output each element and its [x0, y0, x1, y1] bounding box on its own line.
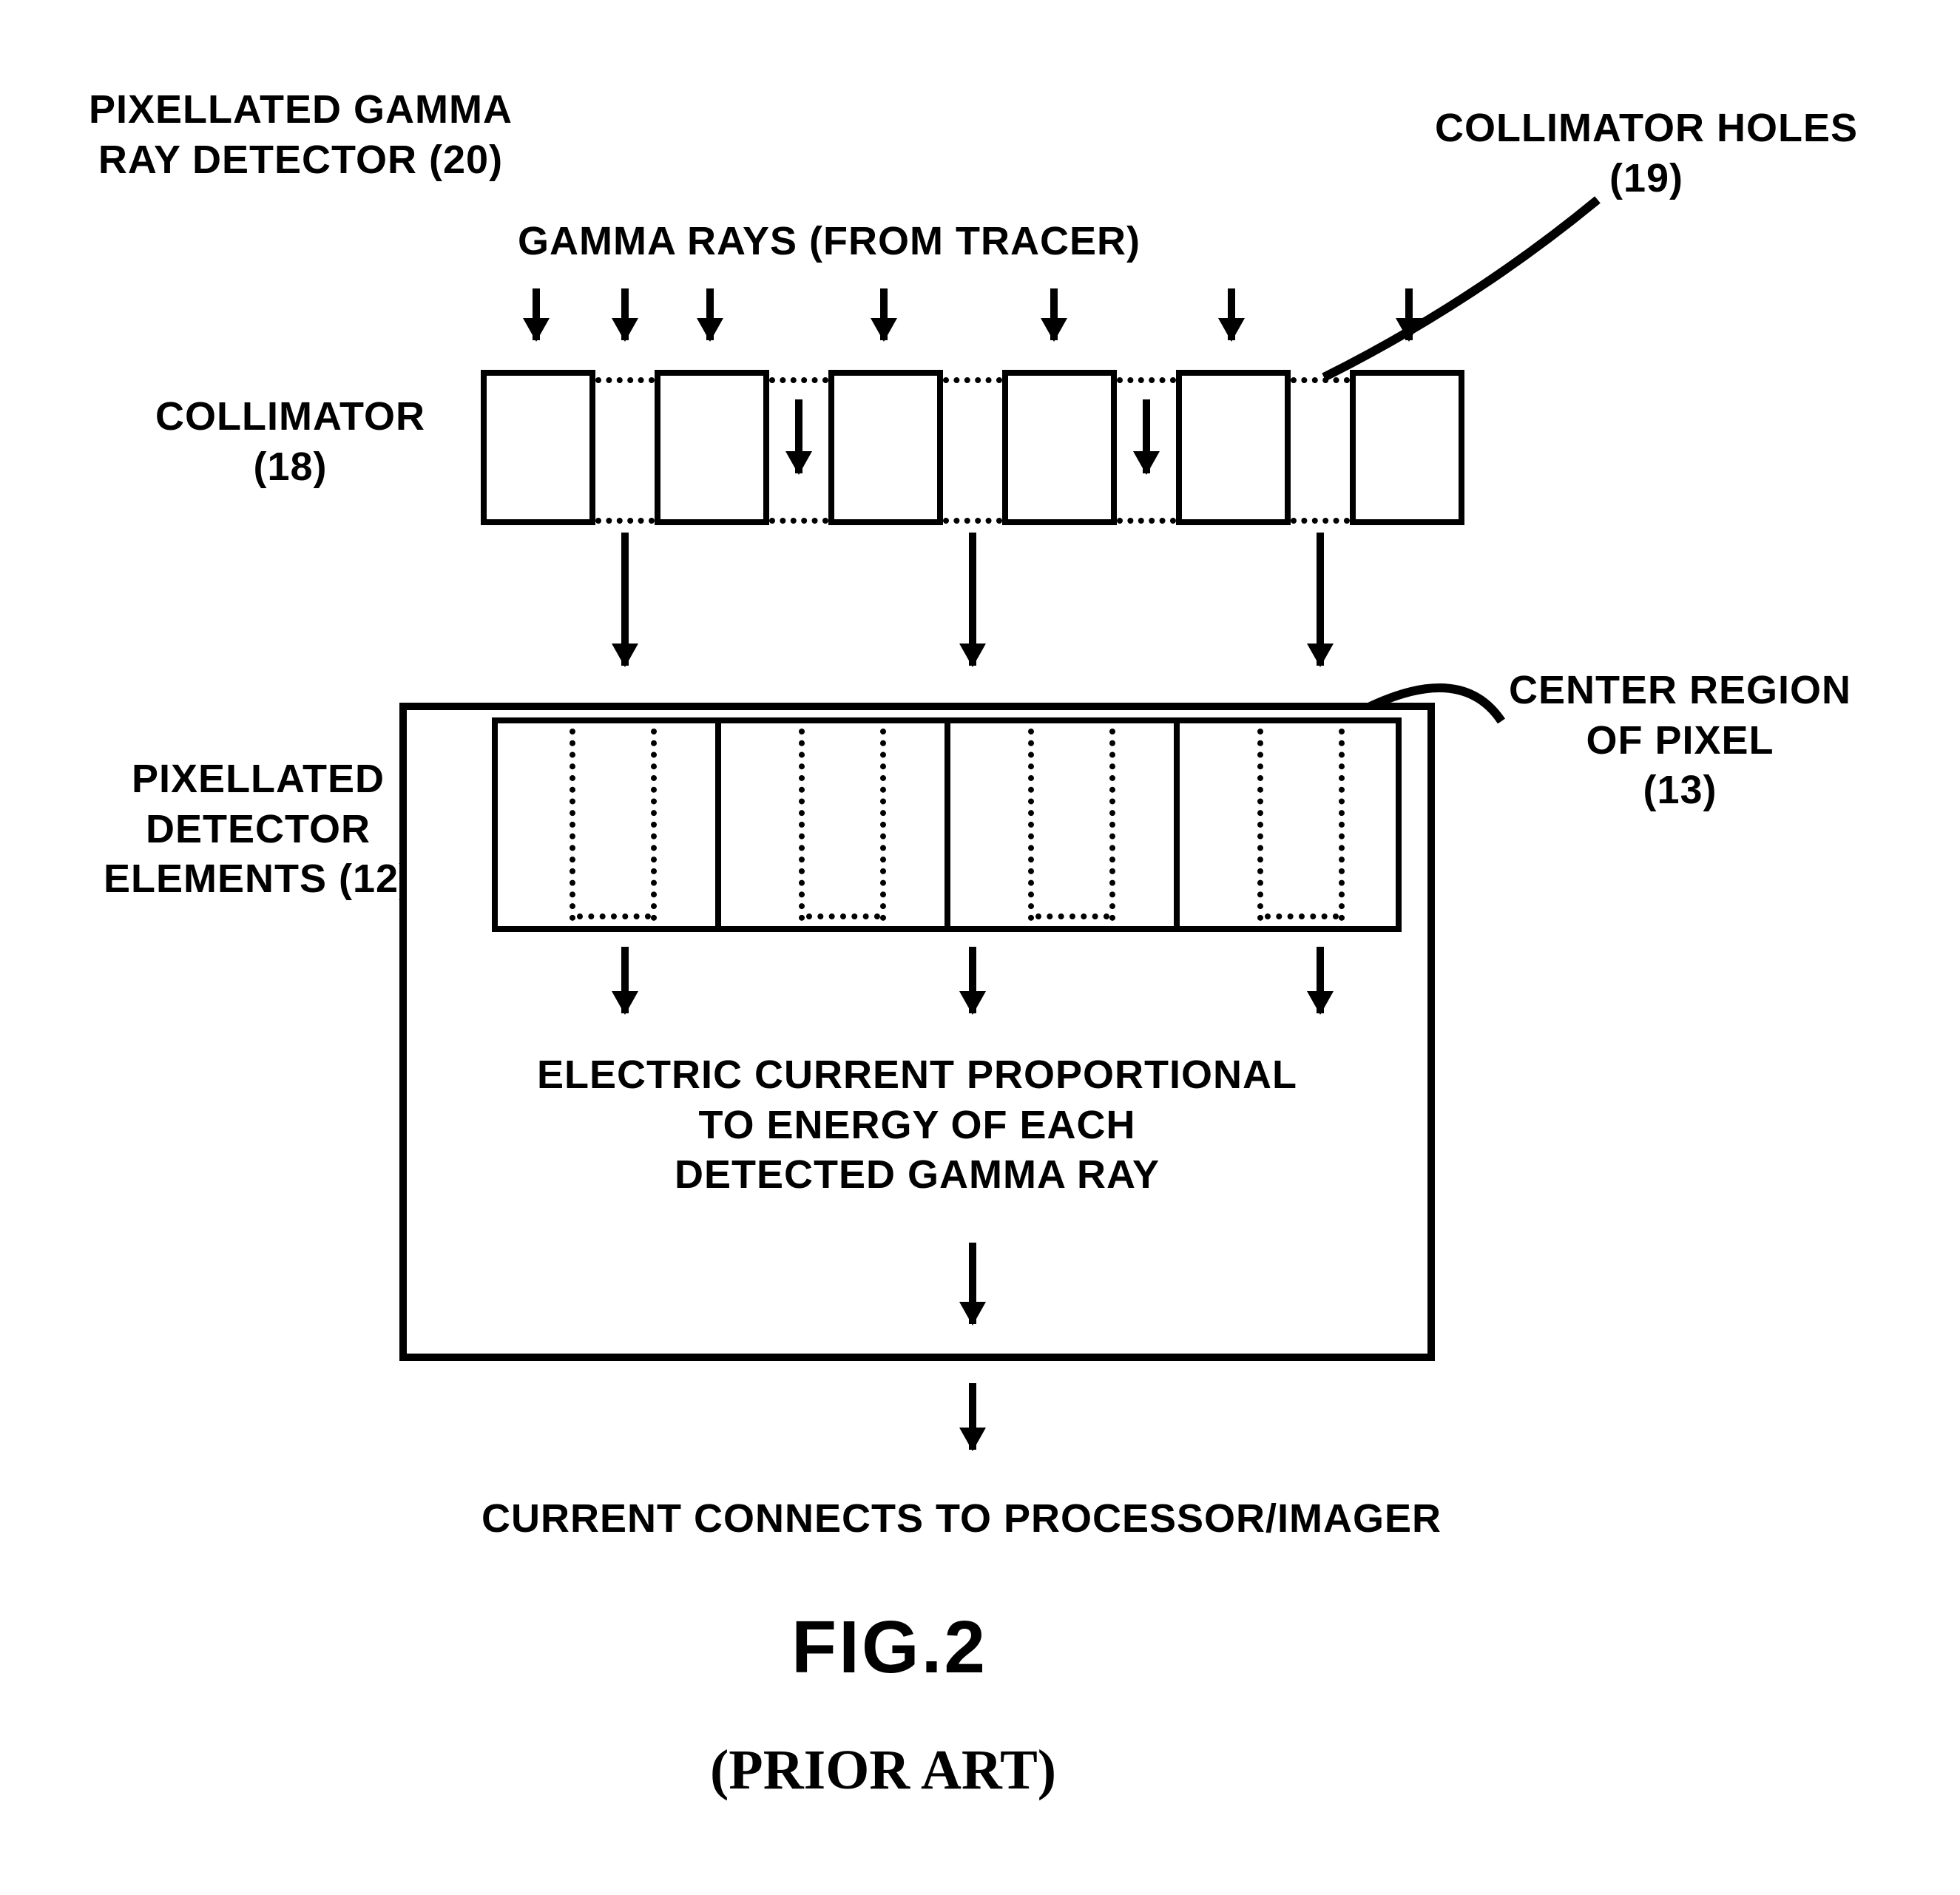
dotted-line-icon	[1028, 729, 1034, 921]
dotted-line-icon	[1265, 913, 1339, 919]
arrow-down-icon	[533, 288, 540, 340]
dotted-line-icon	[769, 377, 828, 383]
dotted-line-icon	[1257, 729, 1263, 921]
arrow-down-icon	[621, 533, 629, 666]
arrow-down-icon	[969, 947, 976, 1013]
arrow-down-icon	[969, 533, 976, 666]
text-electric-current: ELECTRIC CURRENT PROPORTIONAL TO ENERGY …	[473, 1050, 1361, 1200]
text-current-connects: CURRENT CONNECTS TO PROCESSOR/IMAGER	[311, 1494, 1612, 1544]
dotted-line-icon	[651, 729, 657, 921]
text-line: ELECTRIC CURRENT PROPORTIONAL	[473, 1050, 1361, 1101]
dotted-line-icon	[799, 729, 805, 921]
collimator-block	[1002, 370, 1117, 525]
arrow-down-icon	[1228, 288, 1235, 340]
dotted-line-icon	[595, 518, 655, 524]
pixel-block	[1180, 717, 1402, 932]
arrow-down-icon	[1317, 947, 1324, 1013]
dotted-line-icon	[1035, 913, 1109, 919]
dotted-line-icon	[570, 729, 575, 921]
arrow-down-icon	[1143, 399, 1150, 473]
arrow-down-icon	[795, 399, 802, 473]
arrow-down-icon	[969, 1383, 976, 1450]
text-line: FIG.2	[791, 1606, 987, 1689]
collimator-block	[481, 370, 595, 525]
dotted-line-icon	[806, 913, 880, 919]
arrow-down-icon	[621, 288, 629, 340]
pixel-block	[721, 717, 950, 932]
figure-label: FIG.2	[791, 1605, 987, 1690]
dotted-line-icon	[1109, 729, 1115, 921]
prior-art-label: (PRIOR ART)	[710, 1738, 1056, 1803]
arrow-down-icon	[880, 288, 888, 340]
arrow-down-icon	[1050, 288, 1058, 340]
dotted-line-icon	[1339, 729, 1345, 921]
pixel-block	[492, 717, 721, 932]
dotted-line-icon	[943, 518, 1002, 524]
pixel-block	[950, 717, 1180, 932]
arrow-down-icon	[706, 288, 714, 340]
dotted-line-icon	[1117, 518, 1176, 524]
dotted-line-icon	[595, 377, 655, 383]
dotted-line-icon	[769, 518, 828, 524]
arrow-down-icon	[1405, 288, 1413, 340]
text-line: CURRENT CONNECTS TO PROCESSOR/IMAGER	[481, 1496, 1442, 1541]
dotted-line-icon	[577, 913, 651, 919]
dotted-line-icon	[1291, 518, 1350, 524]
text-line: TO ENERGY OF EACH	[473, 1101, 1361, 1151]
collimator-block	[828, 370, 943, 525]
dotted-line-icon	[1291, 377, 1350, 383]
collimator-block	[1176, 370, 1291, 525]
arrow-down-icon	[969, 1243, 976, 1324]
dotted-line-icon	[1117, 377, 1176, 383]
collimator-block	[1350, 370, 1464, 525]
dotted-line-icon	[943, 377, 1002, 383]
dotted-line-icon	[880, 729, 886, 921]
collimator-block	[655, 370, 769, 525]
text-line: DETECTED GAMMA RAY	[473, 1150, 1361, 1200]
text-line: (PRIOR ART)	[710, 1739, 1056, 1801]
arrow-down-icon	[1317, 533, 1324, 666]
arrow-down-icon	[621, 947, 629, 1013]
